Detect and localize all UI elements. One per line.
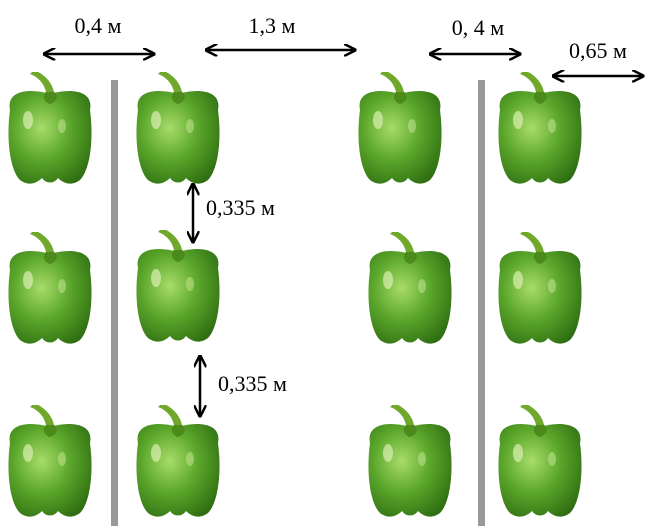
pepper [8, 232, 92, 344]
pepper [368, 405, 452, 517]
dimension-label: 0,335 м [218, 371, 287, 396]
dimension-label: 1,3 м [249, 13, 296, 38]
dimension-label: 0,335 м [206, 195, 275, 220]
pepper [8, 405, 92, 517]
pepper [358, 72, 442, 184]
pepper [498, 232, 582, 344]
dimension-label: 0, 4 м [452, 15, 505, 40]
dimension-label: 0,4 м [75, 13, 122, 38]
pepper [498, 405, 582, 517]
pepper [8, 72, 92, 184]
pepper [498, 72, 582, 184]
dimension-label: 0,65 м [569, 38, 627, 63]
pepper [136, 230, 220, 342]
pepper [136, 405, 220, 517]
pepper [368, 232, 452, 344]
peppers [8, 72, 582, 517]
pepper [136, 72, 220, 184]
pole [478, 80, 485, 526]
pole [111, 80, 118, 526]
